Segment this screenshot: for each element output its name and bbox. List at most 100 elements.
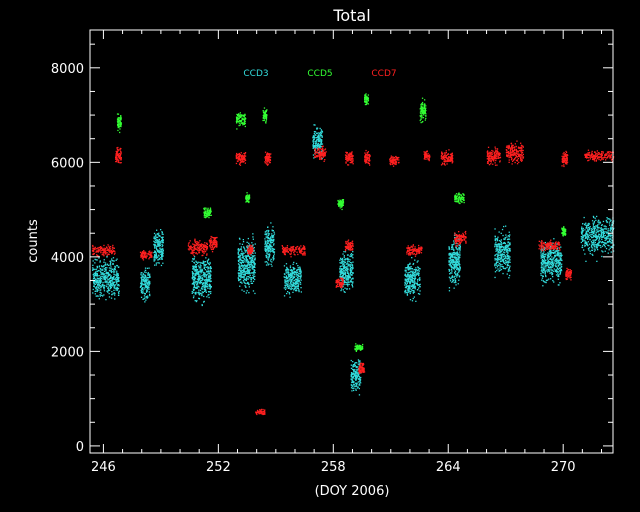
data-point bbox=[556, 268, 559, 270]
data-point bbox=[291, 278, 293, 281]
data-point bbox=[116, 270, 118, 272]
data-point bbox=[504, 238, 506, 240]
data-point bbox=[586, 244, 588, 246]
data-point bbox=[243, 260, 245, 262]
data-point bbox=[270, 246, 272, 248]
data-point bbox=[120, 125, 122, 127]
data-point bbox=[582, 227, 584, 230]
data-point bbox=[111, 277, 114, 279]
data-point bbox=[94, 283, 97, 285]
data-point bbox=[601, 229, 604, 231]
data-point bbox=[245, 270, 247, 273]
data-point bbox=[560, 256, 562, 258]
data-point bbox=[146, 297, 148, 299]
data-point bbox=[458, 264, 460, 266]
data-point bbox=[593, 231, 595, 233]
data-point bbox=[193, 283, 195, 285]
data-point bbox=[321, 150, 323, 152]
data-point bbox=[117, 274, 119, 276]
data-point bbox=[554, 254, 556, 257]
data-point bbox=[600, 229, 602, 231]
data-point bbox=[345, 263, 347, 265]
data-point bbox=[93, 281, 96, 283]
data-point bbox=[595, 235, 597, 237]
data-point bbox=[299, 270, 301, 273]
data-point bbox=[599, 236, 601, 238]
data-point bbox=[609, 230, 611, 232]
data-point bbox=[265, 121, 267, 123]
data-point bbox=[242, 260, 244, 262]
data-point bbox=[192, 289, 195, 291]
data-point bbox=[118, 119, 120, 121]
data-point bbox=[604, 237, 606, 239]
data-point bbox=[319, 135, 321, 137]
data-point bbox=[458, 262, 460, 264]
data-point bbox=[345, 281, 347, 283]
data-point bbox=[289, 285, 291, 287]
data-point bbox=[293, 275, 295, 277]
data-point bbox=[191, 283, 193, 285]
data-point bbox=[455, 260, 457, 262]
data-point bbox=[365, 100, 367, 102]
data-point bbox=[296, 276, 299, 278]
data-point bbox=[449, 265, 451, 267]
data-point bbox=[157, 240, 159, 242]
data-point bbox=[592, 254, 594, 256]
data-point bbox=[204, 261, 207, 263]
data-point bbox=[193, 258, 195, 260]
data-point bbox=[158, 257, 161, 260]
data-point bbox=[358, 387, 360, 390]
data-point bbox=[315, 140, 317, 142]
data-point bbox=[506, 261, 508, 264]
data-point bbox=[459, 256, 461, 259]
data-point bbox=[548, 269, 550, 271]
data-point bbox=[350, 364, 352, 366]
data-point bbox=[240, 270, 242, 273]
data-point bbox=[598, 221, 600, 223]
data-point bbox=[118, 280, 120, 282]
data-point bbox=[247, 278, 249, 280]
data-point bbox=[410, 276, 412, 278]
data-point bbox=[193, 295, 195, 297]
data-point bbox=[207, 273, 209, 275]
data-point bbox=[412, 272, 415, 275]
data-point bbox=[254, 257, 256, 259]
data-point bbox=[142, 298, 144, 300]
data-point bbox=[454, 198, 456, 201]
data-point bbox=[549, 257, 552, 260]
data-point bbox=[265, 231, 267, 233]
data-point bbox=[350, 281, 352, 283]
data-point bbox=[546, 271, 549, 273]
data-point bbox=[95, 295, 97, 297]
data-point bbox=[455, 254, 457, 256]
data-point bbox=[582, 240, 584, 242]
data-point bbox=[103, 248, 105, 250]
data-point bbox=[559, 257, 561, 259]
data-point bbox=[425, 109, 427, 112]
data-point bbox=[298, 275, 300, 277]
data-point bbox=[405, 274, 407, 276]
point-cluster-ccd3-11 bbox=[448, 233, 461, 292]
data-point bbox=[250, 254, 252, 256]
data-point bbox=[237, 252, 239, 254]
data-point bbox=[449, 257, 452, 259]
data-point bbox=[117, 291, 120, 293]
data-point bbox=[608, 240, 610, 243]
data-point bbox=[449, 253, 452, 255]
data-point bbox=[100, 273, 102, 276]
data-point bbox=[96, 289, 98, 291]
data-point bbox=[300, 291, 302, 293]
data-point bbox=[556, 257, 558, 260]
data-point bbox=[144, 297, 146, 299]
data-point bbox=[92, 244, 94, 247]
data-point bbox=[412, 292, 414, 294]
data-point bbox=[241, 253, 243, 255]
data-point bbox=[606, 237, 608, 240]
data-point bbox=[599, 221, 601, 223]
data-point bbox=[586, 242, 588, 244]
data-point bbox=[242, 257, 244, 259]
data-point bbox=[147, 295, 149, 297]
data-point bbox=[238, 114, 240, 116]
data-point bbox=[107, 248, 109, 250]
data-point bbox=[240, 252, 242, 255]
